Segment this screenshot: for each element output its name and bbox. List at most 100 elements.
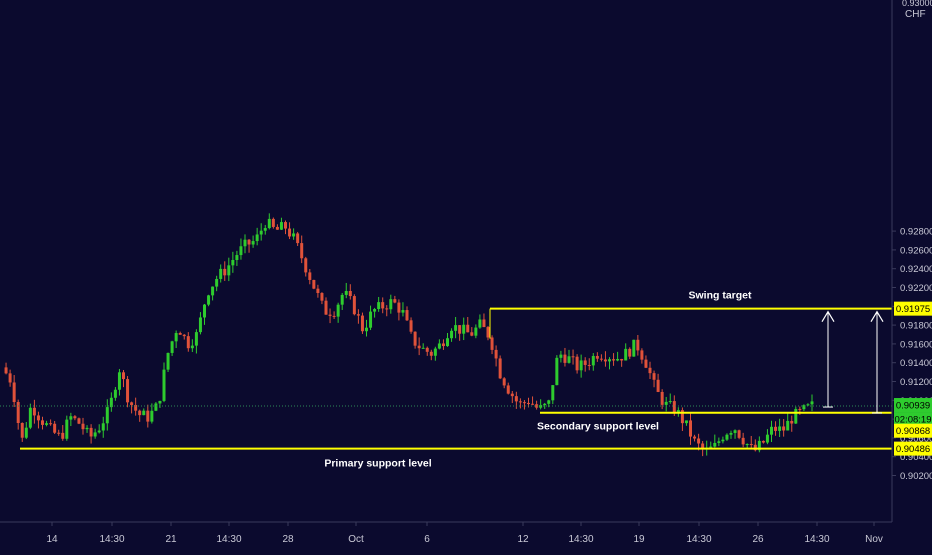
x-tick-label: 28 <box>282 534 294 545</box>
candle-body <box>490 337 494 350</box>
y-tick-label: 0.92800 <box>900 227 932 238</box>
candle-body <box>660 391 664 405</box>
candle-body <box>211 286 215 296</box>
candle-body <box>77 418 81 424</box>
candle-body <box>65 419 69 439</box>
time-axis[interactable]: 14 14:30 21 14:30 28 Oct 6 12 14:30 19 14:30 26 14:3… <box>46 522 883 545</box>
candle-body <box>425 347 429 352</box>
candle-body <box>271 218 275 227</box>
candle-body <box>684 420 688 424</box>
secondary-support-price-tag-bg <box>894 423 932 438</box>
candle-body <box>446 338 449 347</box>
candle-body <box>482 319 486 328</box>
candle-body <box>207 295 211 305</box>
candle-body <box>774 426 778 431</box>
candle-body <box>324 300 328 315</box>
candle-body <box>616 358 620 361</box>
candle-body <box>182 334 186 337</box>
candle-body <box>113 389 117 398</box>
candle-body <box>462 324 466 334</box>
candle-body <box>656 379 660 392</box>
candle-body <box>20 422 24 438</box>
x-tick-label: Oct <box>348 534 364 545</box>
candle-body <box>778 426 782 431</box>
candle-body <box>300 243 304 259</box>
candle-body <box>486 327 490 338</box>
candle-body <box>458 325 462 334</box>
candle-body <box>474 327 478 336</box>
candle-body <box>166 352 170 370</box>
candle-body <box>146 410 150 422</box>
candle-body <box>535 404 539 408</box>
candle-body <box>502 378 506 386</box>
candle-body <box>251 241 255 245</box>
candle-body <box>454 325 458 331</box>
candle-body <box>595 355 599 359</box>
y-tick-label: 0.92200 <box>900 283 932 294</box>
current-price-tag: 0.90939 <box>896 401 930 412</box>
y-tick-label: 0.91800 <box>900 321 932 332</box>
candle-body <box>284 222 287 229</box>
candle-body <box>632 339 636 357</box>
candle-body <box>405 310 409 321</box>
y-tick-label: 0.92400 <box>900 264 932 275</box>
candle-body <box>636 339 640 351</box>
candle-body <box>498 358 502 379</box>
candle-body <box>466 324 470 333</box>
candle-body <box>243 239 247 247</box>
candle-body <box>441 343 445 347</box>
candle-body <box>612 359 616 361</box>
candle-body <box>93 432 97 437</box>
candle-body <box>644 359 648 368</box>
current-price-tag-bg <box>894 398 932 413</box>
candle-body <box>61 432 65 439</box>
candle-body <box>150 410 154 422</box>
candle-body <box>130 402 134 406</box>
candle-body <box>757 440 761 451</box>
secondary-support-label: Secondary support level <box>537 421 659 433</box>
candle-body <box>559 354 563 358</box>
candle-body <box>527 402 530 404</box>
candle-body <box>571 356 575 358</box>
candle-body <box>235 255 239 261</box>
x-tick-label: 14:30 <box>99 534 124 545</box>
candle-body <box>385 308 389 310</box>
candle-body <box>186 336 190 349</box>
candle-body <box>275 226 279 230</box>
candle-body <box>105 407 109 424</box>
countdown-tag-bg <box>894 412 932 427</box>
candle-body <box>802 405 806 410</box>
candle-body <box>255 234 259 242</box>
candle-body <box>41 420 44 425</box>
candle-body <box>340 294 344 305</box>
y-tick-label: 0.91400 <box>900 358 932 369</box>
secondary-support-price-tag: 0.90868 <box>896 426 930 437</box>
candle-body <box>741 437 745 445</box>
candle-body <box>745 444 749 446</box>
candle-body <box>640 350 644 360</box>
candle-body <box>409 320 413 332</box>
candle-body <box>308 272 312 280</box>
candle-body <box>97 430 101 433</box>
candle-body <box>203 304 206 318</box>
candle-body <box>288 228 292 237</box>
x-tick-label: 14:30 <box>216 534 241 545</box>
candle-body <box>360 315 364 332</box>
candle-body <box>279 222 283 230</box>
candle-body <box>344 290 348 295</box>
candle-body <box>28 407 32 428</box>
candle-body <box>49 423 53 425</box>
candle-body <box>510 393 514 397</box>
candle-body <box>36 415 40 421</box>
candle-body <box>377 302 381 310</box>
candle-body <box>296 233 300 244</box>
candle-body <box>126 379 130 403</box>
candle-body <box>215 278 219 287</box>
candle-body <box>162 369 166 401</box>
candle-body <box>506 385 510 394</box>
candle-body <box>259 230 263 235</box>
candle-body <box>369 311 373 328</box>
